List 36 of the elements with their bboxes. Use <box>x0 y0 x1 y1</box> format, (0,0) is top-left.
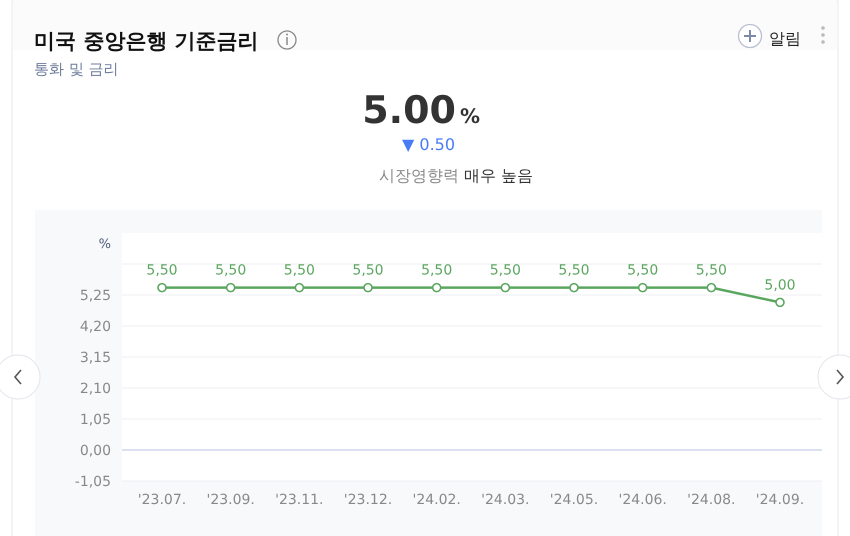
text: 알림 <box>769 29 801 48</box>
chart-title: 미국 중앙은행 기준금리 <box>34 29 259 53</box>
data-label: 5,50 <box>284 262 315 279</box>
x-tick-label: '24.03. <box>481 492 530 508</box>
data-label: 5,50 <box>421 262 452 279</box>
data-label: 5,50 <box>215 262 246 279</box>
text: 시장영향력 <box>379 166 459 185</box>
x-tick-label: '23.07. <box>138 492 186 508</box>
data-label: 5,50 <box>146 262 178 279</box>
y-tick-label: 3,15 <box>80 350 111 366</box>
data-label: 5,50 <box>627 262 658 279</box>
y-tick-label: 0,00 <box>80 443 111 459</box>
x-tick-label: '23.12. <box>344 492 392 508</box>
data-label: 5,50 <box>352 262 384 279</box>
data-label: 5,50 <box>490 262 521 279</box>
chart-subtitle: 통화 및 금리 <box>34 60 119 78</box>
x-tick-label: '24.02. <box>412 492 461 508</box>
data-label: 5,50 <box>696 262 727 279</box>
text: 매우 높음 <box>464 166 534 185</box>
text: % <box>460 104 480 128</box>
x-tick-label: '24.09. <box>756 492 804 508</box>
y-tick-label: 4,20 <box>80 319 111 335</box>
x-tick-label: '23.09. <box>206 492 255 508</box>
data-label: 5,50 <box>558 262 590 279</box>
x-tick-label: '24.06. <box>618 492 667 508</box>
x-tick-label: '24.05. <box>550 492 598 508</box>
y-tick-label: -1,05 <box>74 474 111 490</box>
text: ▼ 0.50 <box>402 135 456 154</box>
y-tick-label: 5,25 <box>80 288 111 304</box>
data-label: 5,00 <box>764 277 796 294</box>
y-axis-title: % <box>98 237 111 252</box>
y-tick-label: 2,10 <box>80 381 111 397</box>
y-tick-label: 1,05 <box>80 412 111 428</box>
text: 5.00 <box>362 88 456 132</box>
x-tick-label: '23.11. <box>275 492 324 508</box>
x-tick-label: '24.08. <box>687 492 736 508</box>
